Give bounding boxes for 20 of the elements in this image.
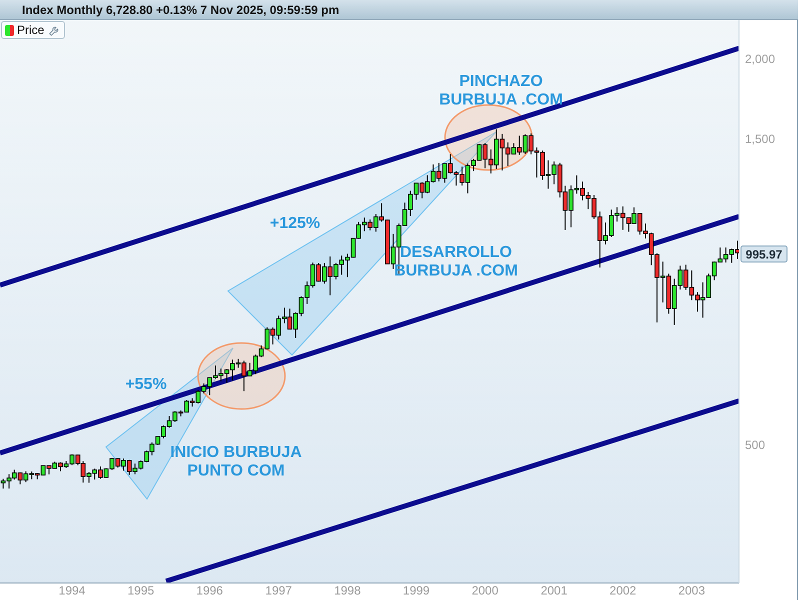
- x-tick-label: 1996: [196, 584, 224, 598]
- x-tick-label: 1994: [58, 584, 86, 598]
- annotation: DESARROLLO BURBUJA .COM: [394, 244, 518, 280]
- x-tick-label: 2000: [472, 584, 499, 598]
- x-tick-label: 2001: [540, 584, 568, 598]
- x-tick-label: 1998: [334, 584, 362, 598]
- chart-title: Index Monthly 6,728.80 +0.13% 7 Nov 2025, 09:59:59 pm: [22, 3, 340, 17]
- text: 995.97: [746, 248, 783, 262]
- legend-label: Price: [16, 23, 44, 37]
- x-tick-label: 2002: [610, 584, 637, 598]
- y-tick-label: 1,500: [745, 132, 776, 146]
- x-tick-label: 1999: [402, 584, 430, 598]
- x-tick-label: 1995: [127, 584, 154, 598]
- y-tick-label: 500: [745, 438, 766, 452]
- annotation: PINCHAZO BURBUJA .COM: [439, 73, 563, 108]
- x-tick-label: 1997: [265, 584, 292, 598]
- annotation: +55%: [125, 376, 167, 393]
- x-tick-label: 2003: [678, 584, 706, 598]
- annotation: +125%: [270, 215, 320, 232]
- y-tick-label: 2,000: [745, 52, 776, 66]
